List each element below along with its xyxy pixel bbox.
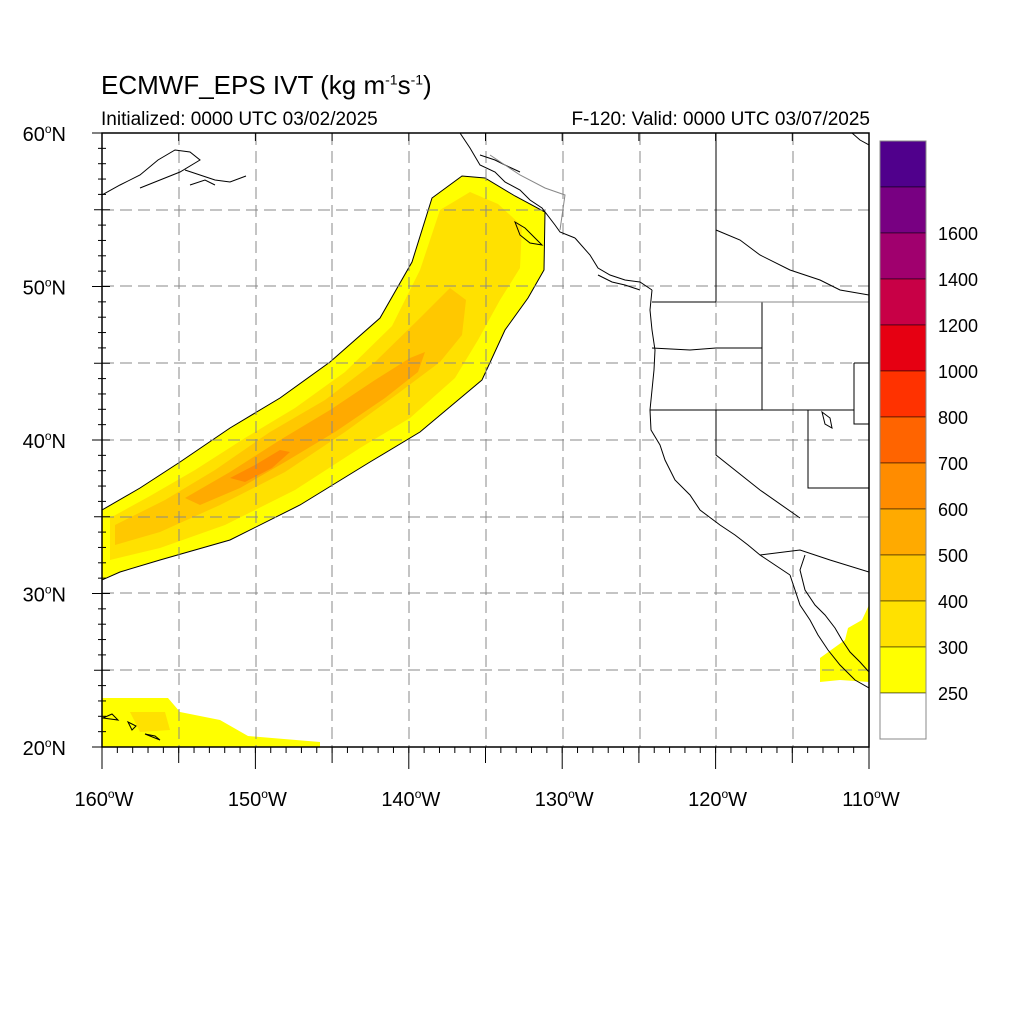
lat-label: 60oN	[23, 122, 66, 146]
colorbar-label: 1600	[938, 224, 978, 244]
colorbar-label: 250	[938, 684, 968, 704]
ivt-field	[102, 175, 869, 747]
lon-label: 140oW	[381, 787, 440, 811]
ivt-contour-400	[115, 288, 466, 545]
init-time-label: Initialized: 0000 UTC 03/02/2025	[101, 109, 378, 130]
colorbar-label: 700	[938, 454, 968, 474]
map-title: ECMWF_EPS IVT (kg m-1s-1)	[101, 70, 432, 100]
colorbar-swatch	[879, 554, 927, 602]
colorbar-swatch	[879, 232, 927, 280]
lat-label: 40oN	[23, 429, 66, 453]
lon-label: 120oW	[688, 787, 747, 811]
lon-label: 150oW	[228, 787, 287, 811]
colorbar-swatch	[879, 600, 927, 648]
lon-label: 110oW	[842, 787, 900, 811]
colorbar-label: 1000	[938, 362, 978, 382]
colorbar-swatch	[879, 508, 927, 556]
colorbar-swatch	[879, 140, 927, 188]
axis-tick-labels: 60oN 50oN 40oN 30oN 20oN 160oW 150oW 140oW 130oW…	[23, 122, 900, 811]
colorbar-swatch	[879, 646, 927, 694]
colorbar-frame	[879, 140, 927, 740]
border-gray	[489, 154, 869, 303]
ivt-contour-300	[110, 192, 522, 560]
valid-time-label: F-120: Valid: 0000 UTC 03/07/2025	[571, 109, 870, 130]
colorbar-label: 1200	[938, 316, 978, 336]
colorbar-swatch	[879, 186, 927, 234]
map-gridlines	[102, 133, 869, 747]
colorbar: 250 300 400 500 600 700 800 1000 1200 1400 1600	[879, 140, 978, 740]
colorbar-swatch	[879, 324, 927, 372]
colorbar-label: 500	[938, 546, 968, 566]
ivt-contour-600	[230, 450, 290, 482]
colorbar-label: 1400	[938, 270, 978, 290]
coastlines	[102, 133, 869, 741]
colorbar-label: 600	[938, 500, 968, 520]
axis-ticks	[92, 132, 870, 769]
colorbar-label: 300	[938, 638, 968, 658]
lat-label: 20oN	[23, 736, 66, 760]
ivt-patch-southwest-inner	[130, 712, 170, 732]
lon-label: 160oW	[75, 787, 134, 811]
lon-label: 130oW	[535, 787, 594, 811]
colorbar-label: 800	[938, 408, 968, 428]
ivt-patch-southwest	[102, 698, 320, 747]
colorbar-swatch	[879, 278, 927, 326]
lat-label: 30oN	[23, 583, 66, 607]
colorbar-swatch	[879, 416, 927, 464]
colorbar-swatch	[879, 692, 927, 740]
ivt-contour-500	[185, 352, 425, 505]
lat-label: 50oN	[23, 276, 66, 300]
colorbar-label: 400	[938, 592, 968, 612]
colorbar-swatch	[879, 462, 927, 510]
political-borders	[650, 133, 869, 573]
colorbar-swatch	[879, 370, 927, 418]
